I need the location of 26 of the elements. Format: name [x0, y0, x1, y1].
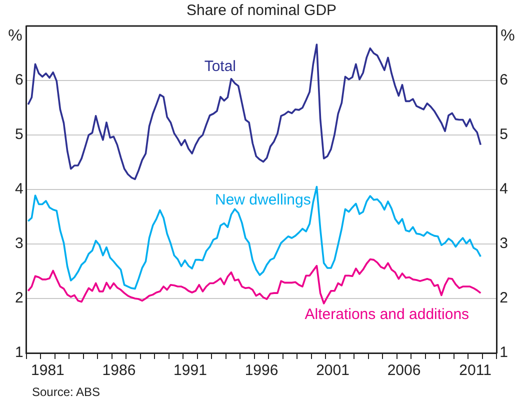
y2-tick-label: 5 — [500, 126, 508, 144]
x-tick-label: 1996 — [244, 362, 278, 380]
y2-tick-label: 3 — [500, 235, 508, 252]
y2-tick-label: 4 — [500, 180, 508, 198]
x-tick-label: 1981 — [31, 362, 64, 380]
x-tick-label: 2001 — [316, 362, 350, 380]
y-tick-label: 3 — [15, 235, 24, 252]
series-label: New dwellings — [214, 192, 311, 209]
y-tick-label: 2 — [15, 290, 24, 307]
y2-axis-title: % — [500, 27, 515, 44]
x-tick-label: 2011 — [459, 362, 492, 380]
y2-tick-label: 2 — [500, 290, 508, 307]
x-tick-label: 1986 — [102, 362, 136, 380]
source-note: Source: ABS — [32, 385, 100, 399]
y2-tick-label: 1 — [500, 344, 508, 362]
x-tick-label: 1991 — [174, 362, 207, 380]
y-tick-label: 1 — [15, 344, 24, 362]
y-tick-label: 4 — [15, 180, 24, 198]
y-tick-label: 5 — [15, 126, 24, 144]
y-axis-title: % — [8, 27, 22, 44]
series-label: Total — [204, 58, 236, 76]
chart-title: Share of nominal GDP — [186, 2, 337, 20]
x-tick-label: 2006 — [387, 362, 421, 380]
y2-tick-label: 6 — [500, 72, 508, 89]
series-label: Alterations and additions — [304, 306, 470, 323]
y-tick-label: 6 — [15, 72, 24, 89]
